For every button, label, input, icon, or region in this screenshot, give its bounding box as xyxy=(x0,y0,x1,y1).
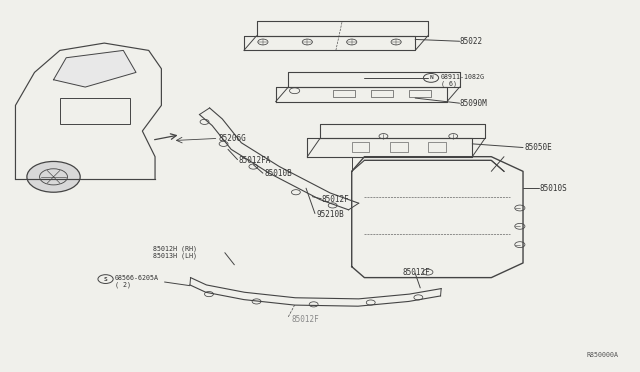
Text: 85013H (LH): 85013H (LH) xyxy=(152,252,196,259)
Text: 95210B: 95210B xyxy=(317,210,344,219)
Text: 85010S: 85010S xyxy=(540,184,567,193)
Text: 85022: 85022 xyxy=(460,38,483,46)
Text: ( 6): ( 6) xyxy=(440,80,456,87)
Text: R850000A: R850000A xyxy=(586,352,618,358)
Text: 08566-6205A: 08566-6205A xyxy=(115,275,159,281)
Text: 85010B: 85010B xyxy=(264,169,292,179)
Text: 85012F: 85012F xyxy=(403,267,430,277)
Circle shape xyxy=(27,161,80,192)
Text: N: N xyxy=(429,76,433,80)
Text: S: S xyxy=(104,276,108,282)
Text: 08911-1082G: 08911-1082G xyxy=(440,74,484,80)
Text: 85012F: 85012F xyxy=(291,315,319,324)
Text: 85090M: 85090M xyxy=(460,99,487,108)
Text: 85012FA: 85012FA xyxy=(239,156,271,165)
Text: 85012H (RH): 85012H (RH) xyxy=(152,245,196,251)
Text: 85012F: 85012F xyxy=(322,195,349,204)
Polygon shape xyxy=(54,51,136,87)
Text: ( 2): ( 2) xyxy=(115,282,131,288)
Text: 85050E: 85050E xyxy=(524,143,552,153)
Text: 85206G: 85206G xyxy=(218,134,246,143)
